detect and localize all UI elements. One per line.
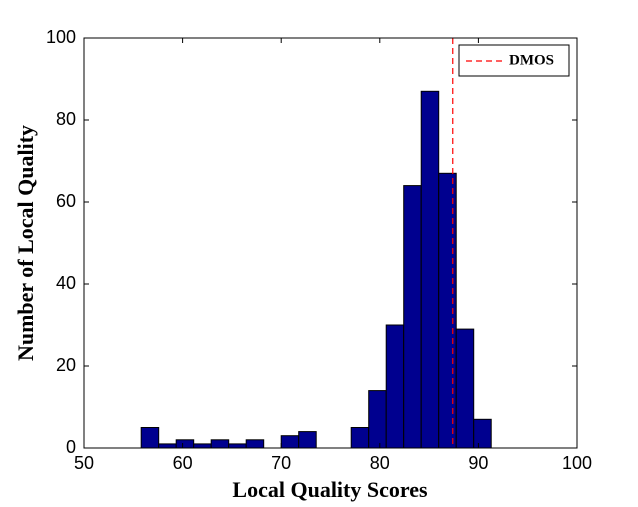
x-tick-label: 80 (370, 453, 390, 473)
bar (280, 435, 300, 449)
x-tick-label: 100 (562, 453, 592, 473)
x-tick-label: 60 (173, 453, 193, 473)
bar (158, 443, 177, 449)
legend-label: DMOS (509, 52, 554, 68)
bar (210, 439, 230, 449)
bar (245, 439, 265, 449)
y-tick-label: 80 (56, 109, 76, 129)
bar (455, 328, 475, 449)
y-tick-label: 100 (46, 27, 76, 47)
x-tick-label: 50 (74, 453, 94, 473)
bar (403, 185, 422, 449)
bar (473, 418, 492, 449)
bar (420, 90, 440, 449)
bar (193, 443, 212, 449)
plot-frame (83, 37, 578, 449)
y-tick-label: 0 (66, 437, 76, 457)
x-axis-label: Local Quality Scores (232, 477, 428, 502)
y-tick-label: 60 (56, 191, 76, 211)
bar (228, 443, 247, 449)
x-tick-label: 70 (271, 453, 291, 473)
x-tick-label: 90 (468, 453, 488, 473)
y-axis-label: Number of Local Quality (13, 125, 38, 361)
y-tick-label: 20 (56, 355, 76, 375)
y-tick-label: 40 (56, 273, 76, 293)
bar (385, 324, 405, 449)
bar (368, 390, 387, 449)
bar (350, 427, 370, 449)
bar (140, 427, 160, 449)
bar (298, 431, 317, 449)
bar (438, 172, 457, 449)
bar (175, 439, 195, 449)
